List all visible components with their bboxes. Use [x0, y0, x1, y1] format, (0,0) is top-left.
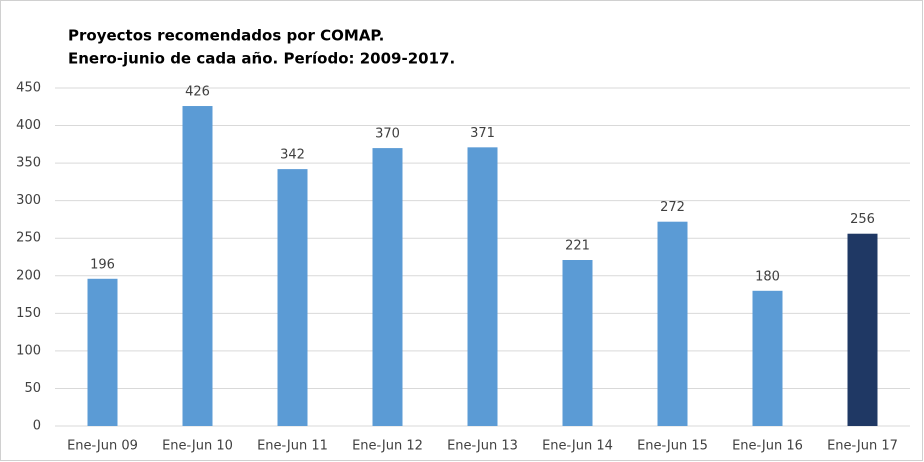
- bar: [467, 147, 498, 427]
- data-label: 196: [90, 257, 115, 272]
- bar: [87, 278, 118, 426]
- bar: [657, 221, 688, 426]
- x-tick-label: Ene-Jun 09: [67, 439, 138, 454]
- bar: [182, 106, 213, 426]
- x-tick-label: Ene-Jun 15: [637, 439, 708, 454]
- bar: [277, 169, 308, 426]
- y-tick-label: 200: [16, 268, 41, 283]
- y-tick-label: 250: [16, 231, 41, 246]
- x-tick-label: Ene-Jun 12: [352, 439, 423, 454]
- chart-subtitle: Enero-junio de cada año. Período: 2009-2…: [68, 50, 455, 68]
- y-tick-label: 0: [33, 419, 41, 434]
- bar: [752, 290, 783, 426]
- data-label: 221: [565, 239, 590, 254]
- x-tick-label: Ene-Jun 14: [542, 439, 613, 454]
- y-tick-label: 350: [16, 156, 41, 171]
- bar: [562, 260, 593, 426]
- bar: [847, 233, 878, 426]
- data-label: 272: [660, 200, 685, 215]
- data-label: 180: [755, 269, 780, 284]
- data-label: 371: [470, 126, 495, 141]
- y-tick-label: 150: [16, 306, 41, 321]
- data-label: 370: [375, 127, 400, 142]
- chart-title: Proyectos recomendados por COMAP.: [68, 27, 384, 45]
- x-tick-label: Ene-Jun 16: [732, 439, 803, 454]
- y-tick-label: 400: [16, 118, 41, 133]
- x-tick-label: Ene-Jun 10: [162, 439, 233, 454]
- y-tick-label: 450: [16, 81, 41, 96]
- data-label: 426: [185, 85, 210, 100]
- x-tick-label: Ene-Jun 11: [257, 439, 328, 454]
- y-tick-label: 100: [16, 343, 41, 358]
- data-label: 342: [280, 148, 305, 163]
- y-tick-label: 50: [24, 381, 41, 396]
- y-tick-label: 300: [16, 193, 41, 208]
- x-tick-label: Ene-Jun 17: [827, 439, 898, 454]
- bar: [372, 148, 403, 427]
- data-label: 256: [850, 212, 875, 227]
- x-tick-label: Ene-Jun 13: [447, 439, 518, 454]
